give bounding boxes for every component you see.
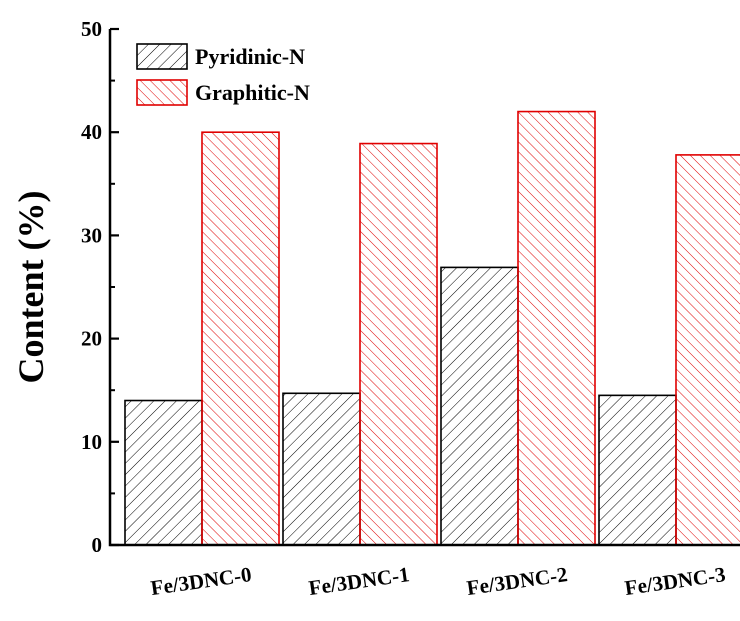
- x-category-label: Fe/3DNC-3: [623, 562, 727, 600]
- y-axis-ticks: 0 10 20 30 40 50: [81, 17, 119, 557]
- legend-swatch: [136, 79, 188, 106]
- legend-swatch: [136, 43, 188, 70]
- y-tick-label: 50: [81, 17, 102, 41]
- bar-pyridinic-2: [440, 266, 519, 546]
- bar-graphitic-3: [675, 154, 740, 546]
- legend-label: Pyridinic-N: [195, 44, 305, 69]
- y-tick-label: 30: [81, 223, 102, 247]
- bar-pyridinic-0: [124, 399, 203, 546]
- y-tick-label: 10: [81, 430, 102, 454]
- y-axis-title: Content (%): [11, 191, 51, 384]
- legend: Pyridinic-N Graphitic-N: [136, 43, 310, 106]
- y-tick-label: 40: [81, 120, 102, 144]
- x-category-label: Fe/3DNC-2: [465, 562, 569, 600]
- bar-pyridinic-1: [282, 392, 361, 546]
- x-axis-category-labels: Fe/3DNC-0 Fe/3DNC-1 Fe/3DNC-2 Fe/3DNC-3: [149, 562, 727, 600]
- x-category-label: Fe/3DNC-1: [307, 562, 411, 600]
- bar-graphitic-1: [359, 142, 438, 546]
- plot-frame: [108, 29, 740, 547]
- x-category-label: Fe/3DNC-0: [149, 562, 253, 600]
- legend-label: Graphitic-N: [195, 80, 310, 105]
- bar-graphitic-0: [201, 131, 280, 546]
- bar-graphitic-2: [517, 110, 596, 546]
- bars-group: [124, 110, 740, 546]
- y-tick-label: 20: [81, 327, 102, 351]
- y-tick-label: 0: [92, 533, 103, 557]
- bar-pyridinic-3: [598, 394, 677, 546]
